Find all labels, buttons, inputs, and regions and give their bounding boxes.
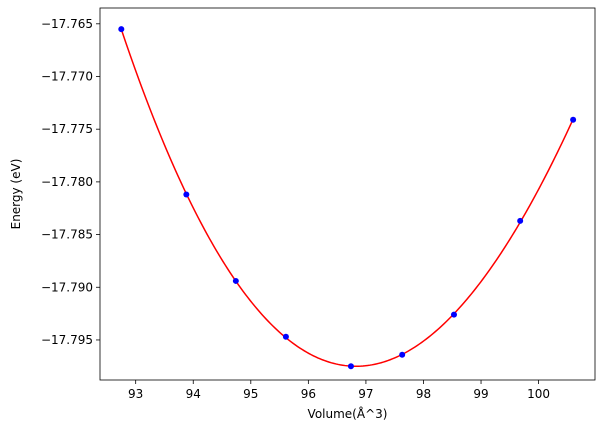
- data-point: [517, 217, 524, 224]
- y-axis-label: Energy (eV): [9, 159, 23, 230]
- y-axis-ticks: −17.795 −17.790 −17.785 −17.780 −17.775 −17.7…: [41, 17, 100, 347]
- y-tick-label: −17.770: [41, 69, 93, 83]
- data-point: [347, 363, 354, 370]
- y-tick-label: −17.775: [41, 122, 93, 136]
- y-tick-label: −17.785: [41, 228, 93, 242]
- plot-frame: [99, 7, 596, 381]
- x-tick-label: 96: [301, 387, 316, 401]
- x-tick-label: 95: [243, 387, 258, 401]
- x-tick-label: 99: [473, 387, 488, 401]
- plot-layer: [118, 26, 577, 370]
- x-axis-ticks: 93 94 95 96 97 98 99 100: [128, 380, 550, 401]
- x-tick-label: 94: [186, 387, 201, 401]
- data-point: [282, 333, 289, 340]
- data-point: [183, 191, 190, 198]
- data-point: [232, 277, 239, 284]
- x-axis-label: Volume(Å^3): [308, 406, 388, 421]
- fit-curve-line: [120, 29, 574, 368]
- data-point: [118, 26, 125, 33]
- x-tick-label: 98: [416, 387, 431, 401]
- y-tick-label: −17.765: [41, 17, 93, 31]
- data-point: [399, 351, 406, 358]
- data-point: [450, 311, 457, 318]
- y-tick-label: −17.795: [41, 333, 93, 347]
- data-point: [570, 116, 577, 123]
- x-tick-label: 97: [358, 387, 373, 401]
- x-tick-label: 100: [527, 387, 550, 401]
- x-tick-label: 93: [128, 387, 143, 401]
- y-tick-label: −17.790: [41, 280, 93, 294]
- y-tick-label: −17.780: [41, 175, 93, 189]
